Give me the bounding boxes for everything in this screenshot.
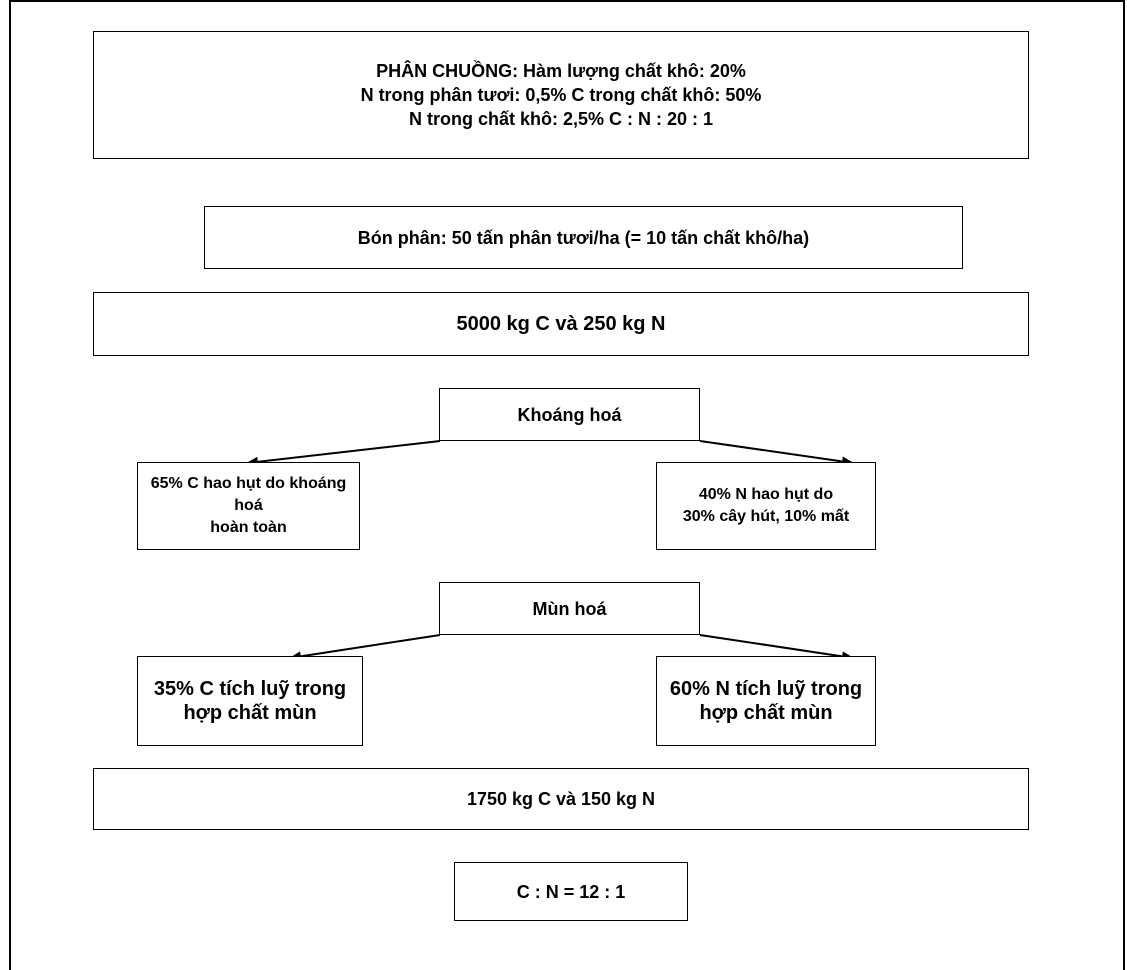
page-frame [9, 0, 1125, 970]
fertilizer-application-text: Bón phân: 50 tấn phân tươi/ha (= 10 tấn … [357, 227, 810, 248]
cn-ratio-text: C : N = 12 : 1 [516, 881, 626, 902]
nitrogen-accumulation-line-1: 60% N tích luỹ trong [669, 678, 863, 700]
nitrogen-accumulation-line-2: hợp chất mùn [699, 702, 833, 724]
manure-properties-line-3: N trong chất khô: 2,5% C : N : 20 : 1 [408, 109, 714, 129]
carbon-accumulation-line-1: 35% C tích luỹ trong [153, 678, 347, 700]
cn-ratio-box: C : N = 12 : 1 [454, 862, 688, 921]
final-totals-box: 1750 kg C và 150 kg N [93, 768, 1029, 830]
final-totals-text: 1750 kg C và 150 kg N [466, 789, 656, 809]
initial-totals-box: 5000 kg C và 250 kg N [93, 292, 1029, 356]
carbon-accumulation-box: 35% C tích luỹ trong hợp chất mùn [137, 656, 363, 746]
carbon-accumulation-line-2: hợp chất mùn [183, 702, 317, 724]
carbon-loss-line-2: hoàn toàn [210, 519, 287, 536]
nitrogen-accumulation-box: 60% N tích luỹ trong hợp chất mùn [656, 656, 876, 746]
manure-properties-box: PHÂN CHUỒNG: Hàm lượng chất khô: 20% N t… [93, 31, 1029, 159]
manure-properties-line-1: PHÂN CHUỒNG: Hàm lượng chất khô: 20% [376, 61, 746, 81]
nitrogen-loss-line-1: 40% N hao hụt do [698, 486, 834, 503]
mineralization-box: Khoáng hoá [439, 388, 700, 441]
manure-properties-line-2: N trong phân tươi: 0,5% C trong chất khô… [360, 85, 762, 105]
carbon-loss-line-1: 65% C hao hụt do khoáng hoá [150, 475, 347, 514]
mineralization-label: Khoáng hoá [517, 404, 622, 425]
humification-box: Mùn hoá [439, 582, 700, 635]
carbon-loss-box: 65% C hao hụt do khoáng hoá hoàn toàn [137, 462, 360, 550]
initial-totals-text: 5000 kg C và 250 kg N [456, 313, 666, 335]
nitrogen-loss-box: 40% N hao hụt do 30% cây hút, 10% mất [656, 462, 876, 550]
humification-label: Mùn hoá [532, 598, 607, 619]
nitrogen-loss-line-2: 30% cây hút, 10% mất [682, 508, 850, 525]
fertilizer-application-box: Bón phân: 50 tấn phân tươi/ha (= 10 tấn … [204, 206, 963, 269]
